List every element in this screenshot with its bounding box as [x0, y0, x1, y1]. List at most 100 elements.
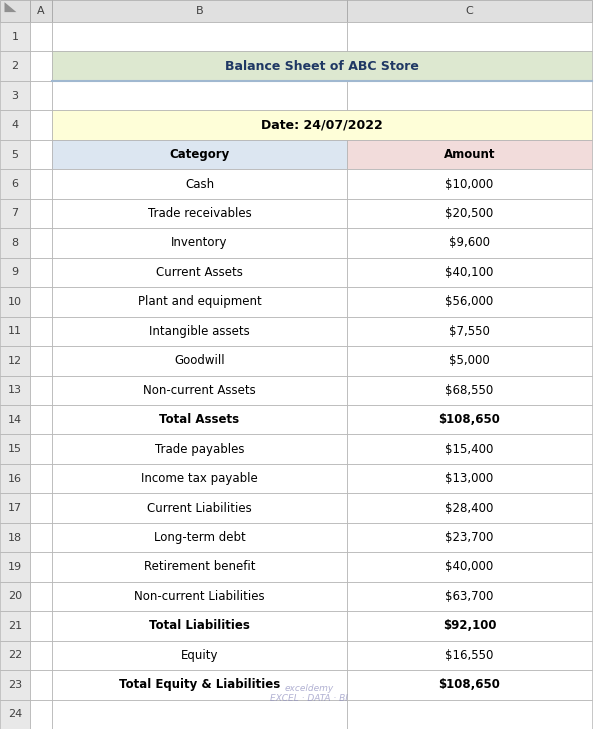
Bar — [0, 81, 30, 110]
Bar — [0, 169, 30, 199]
Bar — [30, 0, 52, 22]
Bar — [347, 434, 592, 464]
Text: Intangible assets: Intangible assets — [149, 325, 250, 338]
Text: $7,550: $7,550 — [449, 325, 490, 338]
Text: $28,400: $28,400 — [446, 502, 494, 515]
Text: Inventory: Inventory — [171, 236, 228, 249]
Text: 7: 7 — [11, 208, 18, 219]
Bar — [0, 0, 30, 22]
Bar — [30, 641, 52, 670]
Bar — [52, 169, 347, 199]
Bar — [30, 287, 52, 316]
Text: Trade receivables: Trade receivables — [148, 207, 251, 220]
Bar — [52, 287, 347, 316]
Text: Current Assets: Current Assets — [156, 266, 243, 279]
Bar — [30, 611, 52, 641]
Bar — [30, 52, 52, 81]
Bar — [52, 700, 347, 729]
Text: $108,650: $108,650 — [438, 413, 500, 426]
Text: Total Assets: Total Assets — [159, 413, 239, 426]
Text: $40,000: $40,000 — [446, 561, 494, 574]
Bar — [0, 553, 30, 582]
Bar — [0, 611, 30, 641]
Bar — [30, 228, 52, 257]
Text: 23: 23 — [8, 680, 22, 690]
Bar — [347, 22, 592, 52]
Bar — [52, 228, 347, 257]
Text: 3: 3 — [11, 90, 18, 101]
Bar — [0, 670, 30, 700]
Bar — [52, 553, 347, 582]
Bar — [52, 464, 347, 494]
Text: Total Equity & Liabilities: Total Equity & Liabilities — [119, 678, 280, 691]
Bar — [30, 494, 52, 523]
Bar — [0, 110, 30, 140]
Text: 2: 2 — [11, 61, 18, 71]
Text: Trade payables: Trade payables — [155, 443, 244, 456]
Bar — [30, 405, 52, 434]
Bar — [52, 346, 347, 375]
Text: $13,000: $13,000 — [446, 472, 494, 485]
Bar — [0, 641, 30, 670]
Bar — [347, 316, 592, 346]
Polygon shape — [5, 2, 17, 12]
Text: $56,000: $56,000 — [446, 295, 494, 308]
Bar — [30, 316, 52, 346]
Bar — [347, 199, 592, 228]
Text: $15,400: $15,400 — [446, 443, 494, 456]
Bar — [52, 611, 347, 641]
Text: Goodwill: Goodwill — [174, 354, 225, 367]
Text: $20,500: $20,500 — [446, 207, 494, 220]
Bar — [30, 169, 52, 199]
Bar — [30, 375, 52, 405]
Text: $5,000: $5,000 — [449, 354, 490, 367]
Bar — [52, 110, 592, 140]
Bar — [0, 464, 30, 494]
Text: $40,100: $40,100 — [446, 266, 494, 279]
Text: 12: 12 — [8, 356, 22, 366]
Text: 19: 19 — [8, 562, 22, 572]
Bar — [0, 52, 30, 81]
Text: 24: 24 — [8, 709, 22, 720]
Bar — [52, 22, 347, 52]
Bar — [52, 670, 347, 700]
Bar — [0, 523, 30, 553]
Bar — [0, 140, 30, 169]
Bar — [52, 52, 592, 81]
Bar — [347, 346, 592, 375]
Bar — [30, 700, 52, 729]
Text: 11: 11 — [8, 327, 22, 336]
Text: Cash: Cash — [185, 178, 214, 190]
Text: 10: 10 — [8, 297, 22, 307]
Text: 9: 9 — [11, 268, 18, 278]
Bar — [30, 553, 52, 582]
Bar — [0, 316, 30, 346]
Text: 4: 4 — [11, 120, 18, 130]
Text: 16: 16 — [8, 474, 22, 483]
Bar — [30, 523, 52, 553]
Text: Balance Sheet of ABC Store: Balance Sheet of ABC Store — [225, 60, 419, 73]
Bar — [0, 494, 30, 523]
Bar — [52, 405, 347, 434]
Bar — [52, 316, 347, 346]
Bar — [30, 81, 52, 110]
Bar — [347, 169, 592, 199]
Bar — [347, 405, 592, 434]
Bar — [347, 670, 592, 700]
Bar — [52, 140, 347, 169]
Text: Non-current Liabilities: Non-current Liabilities — [134, 590, 265, 603]
Text: Total Liabilities: Total Liabilities — [149, 620, 250, 632]
Bar — [52, 523, 347, 553]
Text: 1: 1 — [11, 32, 18, 42]
Text: B: B — [195, 6, 203, 16]
Text: exceldemy
EXCEL · DATA · BI: exceldemy EXCEL · DATA · BI — [270, 684, 348, 703]
Text: $9,600: $9,600 — [449, 236, 490, 249]
Bar — [0, 582, 30, 611]
Bar — [30, 582, 52, 611]
Text: 14: 14 — [8, 415, 22, 425]
Text: 5: 5 — [11, 149, 18, 160]
Bar — [52, 0, 347, 22]
Text: 8: 8 — [11, 238, 18, 248]
Bar — [0, 287, 30, 316]
Bar — [30, 22, 52, 52]
